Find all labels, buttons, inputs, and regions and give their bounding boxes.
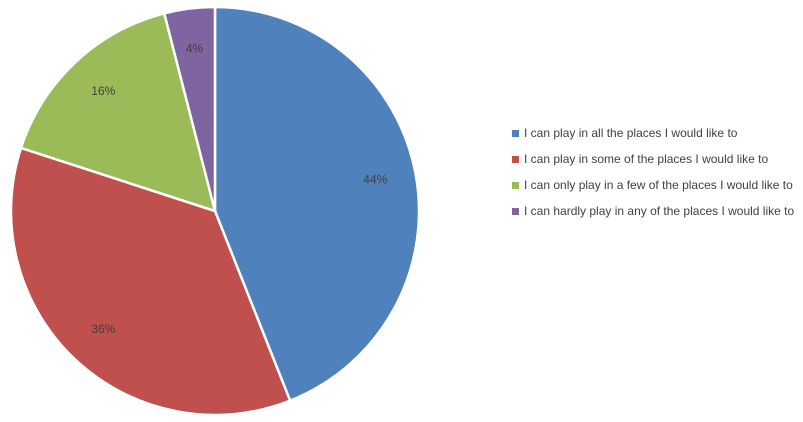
- legend-item-2: I can play in some of the places I would…: [512, 152, 802, 167]
- legend: I can play in all the places I would lik…: [512, 126, 802, 230]
- legend-swatch-2: [512, 156, 519, 163]
- pie-data-labels: 44% 36% 16% 4%: [91, 41, 387, 336]
- pie-slices: [9, 5, 421, 417]
- legend-swatch-3: [512, 182, 519, 189]
- legend-label-3: I can only play in a few of the places I…: [524, 178, 793, 192]
- pie-slice-3: [19, 12, 217, 213]
- legend-item-1: I can play in all the places I would lik…: [512, 126, 802, 141]
- slice-label-3: 16%: [91, 84, 115, 98]
- legend-swatch-1: [512, 130, 519, 137]
- slice-label-4: 4%: [186, 41, 204, 55]
- legend-label-4: I can hardly play in any of the places I…: [524, 204, 795, 218]
- legend-item-4: I can hardly play in any of the places I…: [512, 204, 802, 219]
- legend-swatch-4: [512, 208, 519, 215]
- slice-label-2: 36%: [91, 322, 115, 336]
- pie-slice-4: [163, 5, 217, 213]
- legend-label-1: I can play in all the places I would lik…: [524, 126, 738, 140]
- slice-label-1: 44%: [363, 173, 387, 187]
- legend-item-3: I can only play in a few of the places I…: [512, 178, 802, 193]
- pie-slice-2: [9, 146, 292, 417]
- legend-label-2: I can play in some of the places I would…: [524, 152, 769, 166]
- pie-slice-1: [213, 5, 421, 402]
